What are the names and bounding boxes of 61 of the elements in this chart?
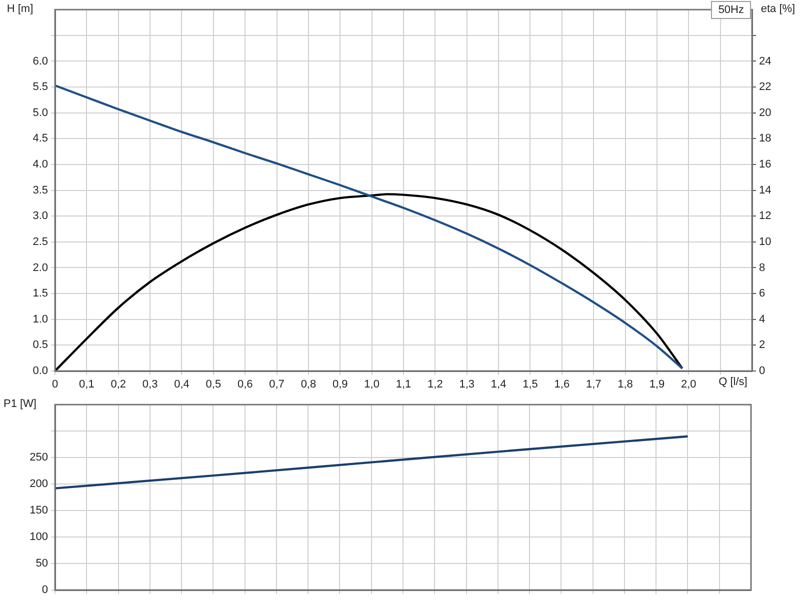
x-tick-label: 1,8 [618,378,633,391]
y2-tick-label: 14 [759,184,772,196]
y-tick-label: 250 [30,452,48,464]
y-tick-label: 50 [36,558,48,570]
x-tick-label: 2,0 [680,378,696,391]
line-series [55,193,684,371]
y-tick-label: 5.0 [32,106,48,119]
y2-tick-label: 20 [759,106,772,119]
y-tick-label: 150 [30,504,48,517]
y-tick-label: 100 [30,531,48,544]
x-tick-label: 0,7 [269,378,284,391]
y2-tick-label: 6 [759,288,766,300]
x-tick-label: 1,5 [522,378,538,391]
y2-tick-label: 16 [759,158,772,171]
y-tick-label: 0.0 [32,365,48,378]
y2-tick-label: 8 [759,262,766,274]
x-tick-label: 0,3 [142,378,158,391]
x-tick-label: 1,2 [428,378,443,391]
x-tick-label: 0,9 [332,378,348,391]
y-tick-label: 0 [42,584,48,596]
x-tick-label: 0,6 [237,378,253,391]
x-tick-label: 0,4 [174,378,190,391]
y2-tick-label: 18 [759,132,772,145]
y2-tick-label: 0 [759,365,766,378]
y2-tick-label: 10 [759,236,772,248]
x-tick-label: 0,1 [79,378,94,391]
y2-axis-title: eta [%] [760,2,796,16]
y-tick-label: 6.0 [32,55,48,68]
y2-tick-label: 12 [759,210,772,222]
x-tick-label: 1,4 [490,378,506,391]
y2-tick-label: 4 [759,313,766,326]
x-tick-label: 1,9 [649,378,665,391]
y-tick-label: 4.0 [32,158,48,171]
x-tick-label: 1,7 [586,378,602,391]
y-axis-title: P1 [W] [2,397,38,411]
y-tick-label: 3.0 [32,210,48,222]
y2-tick-label: 22 [759,81,772,94]
x-tick-label: 1,6 [554,378,570,391]
x-axis-title: Q [l/s] [718,375,748,389]
y-tick-label: 5.5 [32,81,48,94]
y-tick-label: 200 [30,478,48,490]
x-tick-label: 0,2 [110,378,126,391]
y-tick-label: 0.5 [32,339,48,352]
y-tick-label: 2.0 [32,262,48,274]
x-tick-label: 1,3 [459,378,475,391]
y-tick-label: 3.5 [32,184,48,196]
y-tick-label: 4.5 [32,132,48,145]
line-series [55,84,684,370]
x-tick-label: 0,5 [206,378,222,391]
line-series [55,435,689,490]
y2-tick-label: 24 [759,55,772,68]
x-tick-label: 1,1 [396,378,412,391]
y-tick-label: 1.5 [32,288,48,300]
y-tick-label: 1.0 [32,313,48,326]
x-tick-label: 0 [52,378,58,391]
y-tick-label: 2.5 [32,236,48,248]
chart-title: 50Hz [711,1,751,19]
y-axis-title: H [m] [6,2,34,16]
x-tick-label: 0,8 [300,378,316,391]
x-tick-label: 1,0 [364,378,380,391]
y2-tick-label: 2 [759,339,766,352]
